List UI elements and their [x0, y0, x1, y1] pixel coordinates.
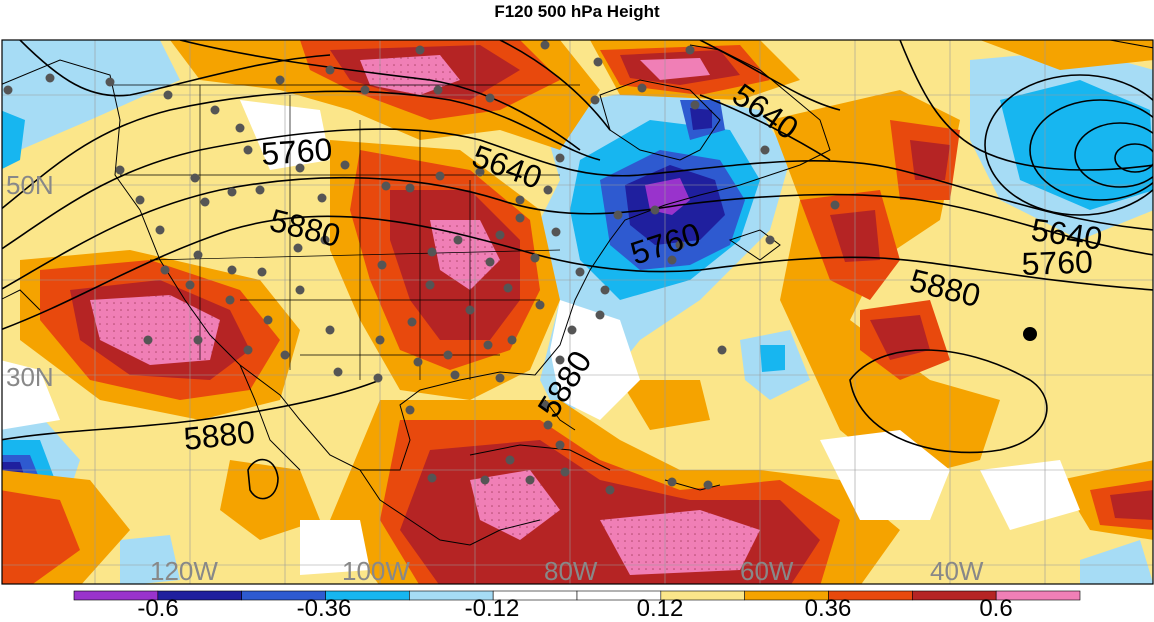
colorbar-tick-label: 0.36: [804, 595, 852, 622]
colorbar: [73, 590, 1081, 601]
forecast-map: 5760 5640 5880 5880 5880 5640 5760 5880 …: [1, 39, 1154, 586]
height-contours: [2, 40, 1153, 500]
colorbar-swatch: [995, 590, 1081, 601]
colorbar-tick-label: -0.6: [137, 595, 179, 622]
colorbar-tick-label: -0.12: [464, 595, 520, 622]
longitude-label: 40W: [930, 556, 984, 586]
map-title: F120 500 hPa Height: [494, 2, 660, 21]
graticule: [2, 40, 1153, 584]
contour-label: 5760: [1021, 244, 1093, 282]
state-borders: [110, 84, 580, 380]
latitude-label: 50N: [6, 170, 54, 200]
latitude-label: 30N: [6, 362, 54, 392]
colorbar-tick-label: 0.6: [979, 595, 1013, 622]
colorbar-tick-label: 0.12: [636, 595, 684, 622]
colorbar-tick-label: -0.36: [296, 595, 352, 622]
longitude-label: 80W: [544, 556, 598, 586]
longitude-label: 100W: [342, 556, 410, 586]
contour-label: 5880: [182, 414, 257, 457]
contour-label: 5760: [260, 131, 334, 172]
longitude-label: 120W: [150, 556, 218, 586]
latitude-labels: 50N 30N: [6, 170, 54, 392]
longitude-label: 60W: [740, 556, 794, 586]
significance-stipple: [90, 55, 760, 575]
point-marker: [1023, 327, 1037, 341]
map-frame: [1, 39, 1154, 585]
station-markers: [3, 40, 840, 495]
longitude-labels: 120W 100W 80W 60W 40W: [150, 556, 984, 586]
